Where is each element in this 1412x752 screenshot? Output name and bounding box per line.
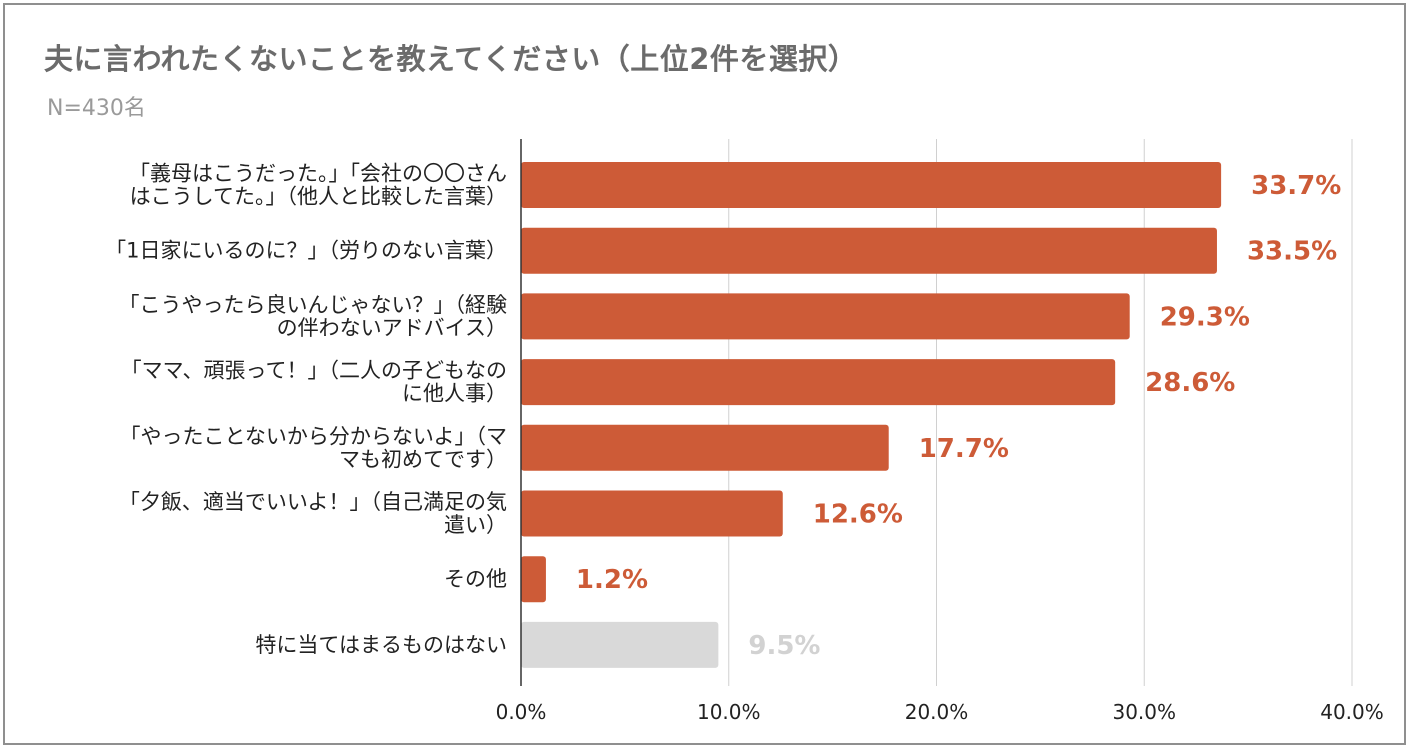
x-tick-label: 20.0% — [905, 700, 969, 724]
category-label: その他 — [444, 567, 507, 591]
bar — [521, 293, 1130, 340]
bar — [521, 490, 783, 537]
data-label: 28.6% — [1145, 368, 1235, 398]
category-label: に他人事） — [402, 382, 507, 406]
data-label: 29.3% — [1160, 302, 1250, 332]
bar — [521, 227, 1217, 274]
category-label: 「1日家にいるのに？」（労りのない言葉） — [105, 239, 507, 263]
chart-subtitle: N=430名 — [47, 96, 146, 121]
data-label: 33.5% — [1247, 237, 1337, 267]
category-label: 特に当てはまるものはない — [255, 633, 507, 657]
bar — [521, 162, 1222, 208]
x-tick-label: 10.0% — [697, 700, 761, 724]
value-labels: 33.7% 33.5% 29.3% 28.6% 17.7% 12.6% 1.2% 9.5% — [576, 171, 1341, 661]
bar — [521, 621, 719, 668]
chart-title: 夫に言われたくないことを教えてください（上位2件を選択） — [44, 42, 858, 76]
category-label: 遣い） — [444, 513, 507, 537]
gridlines — [728, 139, 1353, 686]
category-label: 「こうやったら良いんじゃない？」（経験 — [119, 293, 508, 317]
category-label: 「やったことないから分からないよ」（マ — [120, 424, 507, 448]
bars — [521, 162, 1222, 668]
data-label: 9.5% — [748, 631, 820, 661]
bar — [521, 359, 1116, 406]
category-label: の伴わないアドバイス） — [277, 316, 507, 340]
data-label: 12.6% — [813, 500, 903, 530]
data-label: 33.7% — [1251, 171, 1341, 201]
data-label: 17.7% — [919, 434, 1009, 464]
x-axis-tick-labels: 0.0% 10.0% 20.0% 30.0% 40.0% — [496, 700, 1384, 724]
bar — [521, 556, 546, 603]
data-label: 1.2% — [576, 565, 648, 595]
category-label: 「ママ、頑張って！」（二人の子どもなの — [121, 359, 507, 383]
category-label: 「夕飯、適当でいいよ！」（自己満足の気 — [119, 490, 507, 514]
category-label: 「義母はこうだった。」「会社の〇〇さん — [129, 162, 507, 186]
category-label: はこうしてた。」（他人と比較した言葉） — [130, 185, 507, 209]
x-tick-label: 40.0% — [1320, 700, 1384, 724]
bar — [521, 424, 889, 471]
x-tick-label: 30.0% — [1112, 700, 1176, 724]
category-label: マも初めてです） — [339, 447, 507, 471]
x-tick-label: 0.0% — [496, 700, 547, 724]
